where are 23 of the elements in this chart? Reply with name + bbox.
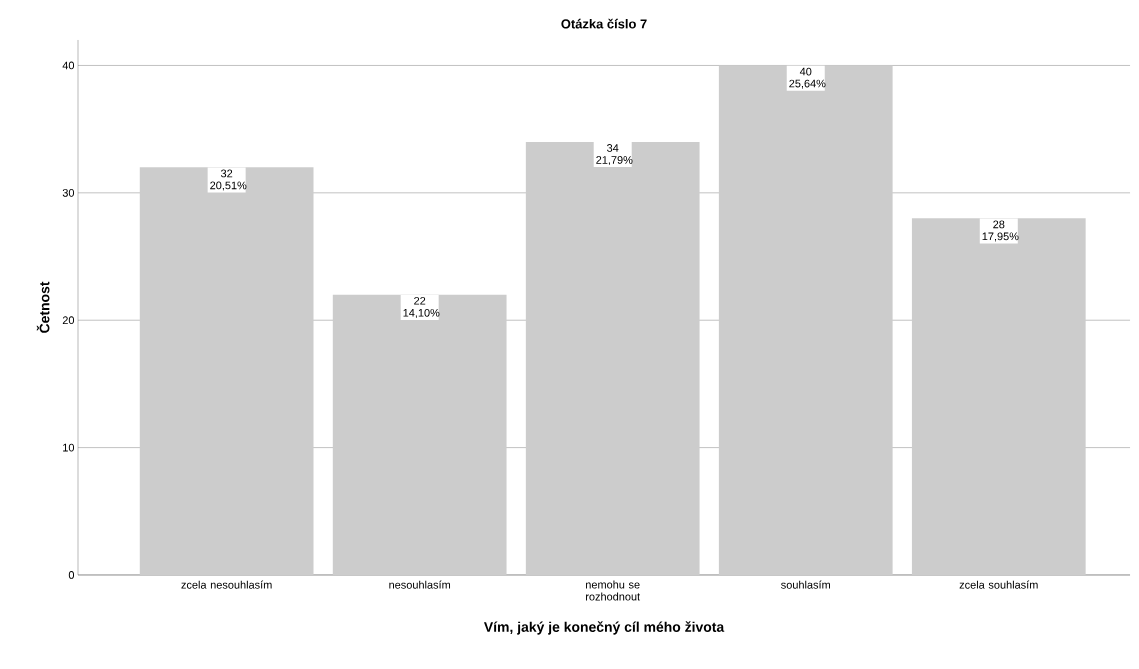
y-tick-label: 0 [68,571,75,579]
y-axis-title: Četnost [36,281,50,333]
data-label: 22 14,10% [403,296,440,318]
y-tick-label: 20 [62,316,75,325]
bar [718,65,893,575]
data-label: 32 20,51% [210,169,247,191]
data-label: 28 17,95% [982,220,1019,242]
y-tick-label: 30 [62,188,75,197]
y-tick-label: 10 [63,443,75,452]
data-label: 34 21,79% [596,144,633,166]
bar [911,218,1086,575]
x-tick-label: nesouhlasím [389,580,451,589]
x-tick-label: zcela nesouhlasím [181,580,272,589]
x-tick-label: nemohu se rozhodnout [586,580,641,601]
y-tick-label: 40 [62,61,75,70]
bar [332,294,507,575]
x-axis-title: Vím, jaký je konečný cíl mého života [483,621,725,635]
data-label: 40 25,64% [789,67,826,89]
bar [139,167,314,575]
x-tick-label: souhlasím [781,580,830,589]
x-tick-label: zcela souhlasím [959,580,1038,589]
bar [525,141,700,575]
chart-title: Otázka číslo 7 [561,18,647,29]
